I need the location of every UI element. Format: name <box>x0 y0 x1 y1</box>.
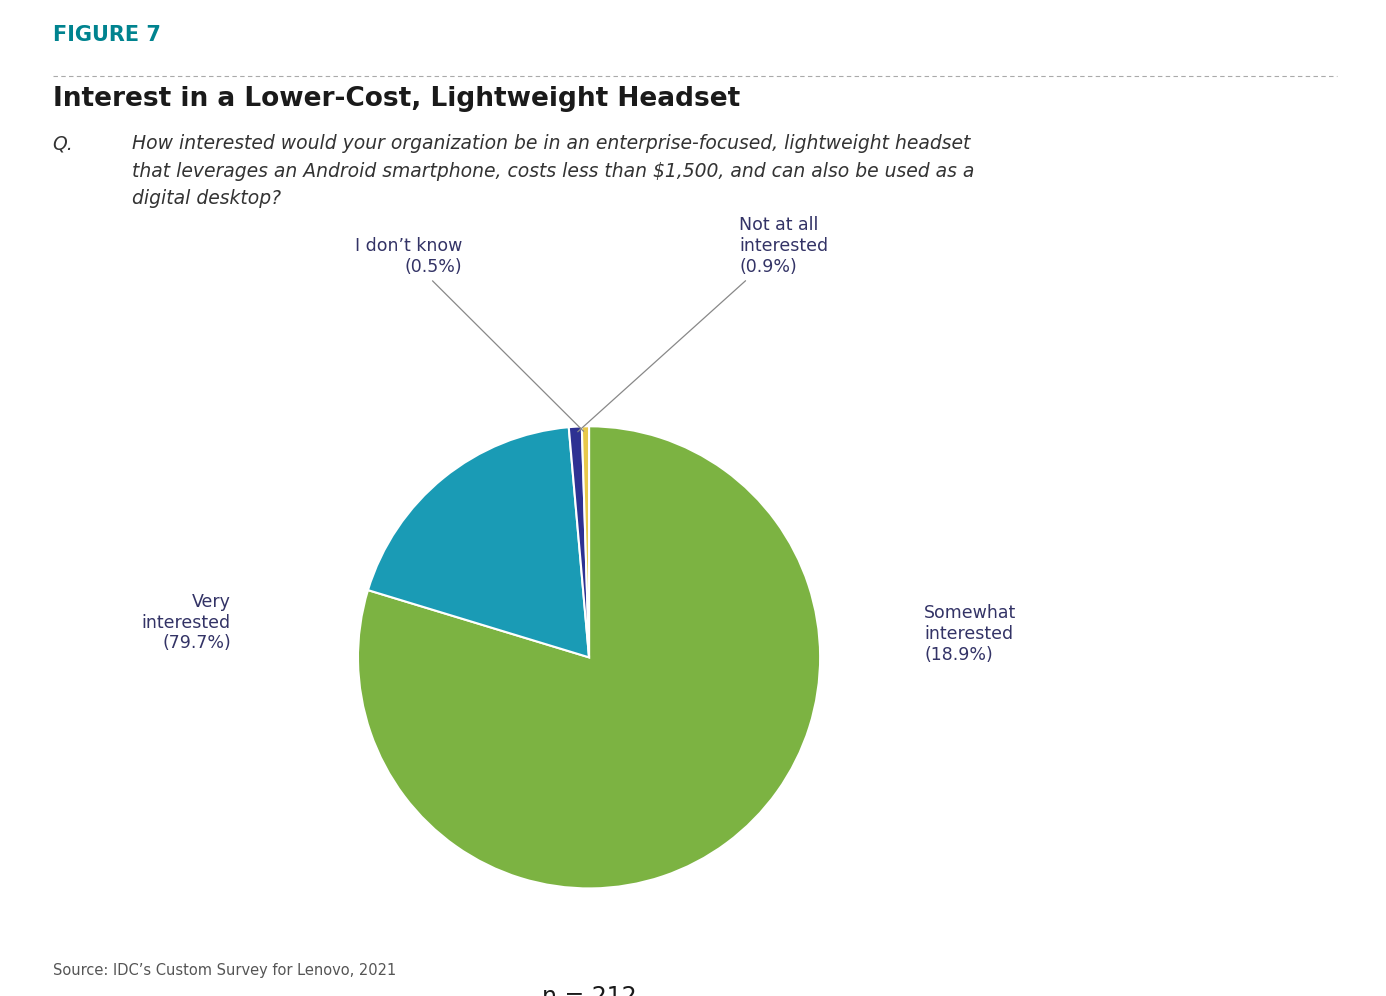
Text: I don’t know
(0.5%): I don’t know (0.5%) <box>355 237 584 431</box>
Text: Somewhat
interested
(18.9%): Somewhat interested (18.9%) <box>924 605 1016 664</box>
Text: Very
interested
(79.7%): Very interested (79.7%) <box>141 593 231 652</box>
Wedge shape <box>582 426 589 657</box>
Text: Interest in a Lower-Cost, Lightweight Headset: Interest in a Lower-Cost, Lightweight He… <box>53 86 740 112</box>
Wedge shape <box>367 427 589 657</box>
Text: n = 212: n = 212 <box>542 985 636 996</box>
Text: How interested would your organization be in an enterprise-focused, lightweight : How interested would your organization b… <box>132 134 974 208</box>
Wedge shape <box>358 426 821 888</box>
Text: Source: IDC’s Custom Survey for Lenovo, 2021: Source: IDC’s Custom Survey for Lenovo, … <box>53 963 396 978</box>
Text: FIGURE 7: FIGURE 7 <box>53 25 161 45</box>
Wedge shape <box>568 426 589 657</box>
Text: Not at all
interested
(0.9%): Not at all interested (0.9%) <box>578 216 829 431</box>
Text: Q.: Q. <box>53 134 73 153</box>
